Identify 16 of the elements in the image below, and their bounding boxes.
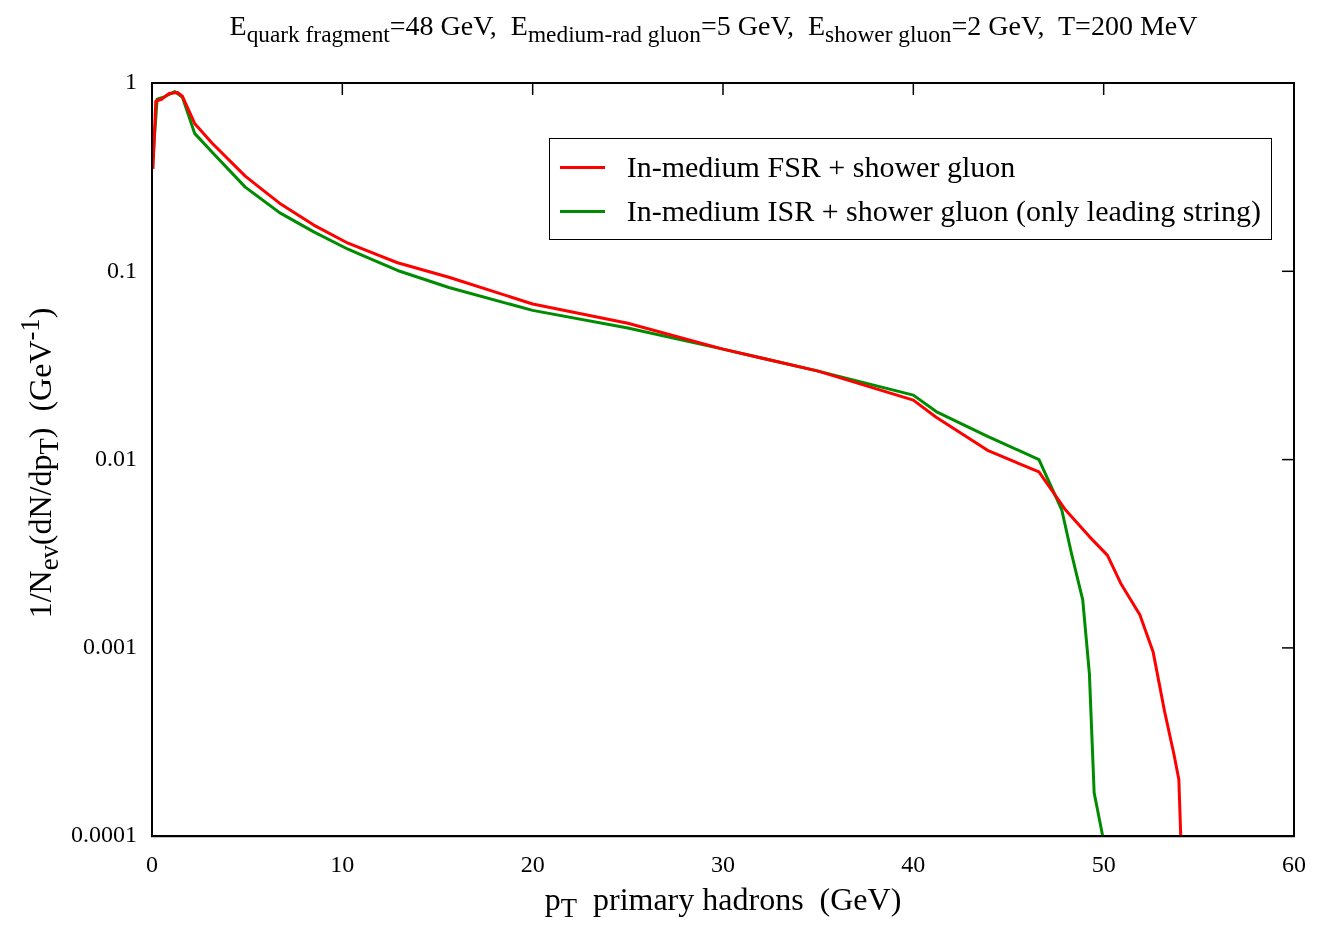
y-tick-label: 0.01: [95, 444, 137, 471]
legend-label: In-medium FSR + shower gluon: [626, 149, 1016, 185]
y-tick-label: 0.001: [83, 633, 137, 660]
y-tick-label: 0.0001: [71, 821, 137, 848]
legend-label: In-medium ISR + shower gluon (only leading string): [626, 193, 1261, 229]
x-tick-label: 20: [520, 850, 545, 877]
x-tick-label: 40: [901, 850, 926, 877]
y-tick-label: 1: [125, 68, 137, 95]
x-tick-label: 30: [711, 850, 735, 877]
x-tick-label: 0: [146, 850, 158, 877]
x-tick-label: 60: [1282, 850, 1306, 877]
x-axis-title: p$_{T}$ primary hadrons (GeV): [543, 881, 903, 925]
x-tick-label: 10: [330, 850, 355, 877]
chart-title: E$_{quark fragment}$=48 GeV, E$_{medium-rad gluon}$=5 GeV, E$_{shower gluon}$=2 GeV, T=200 MeV: [228, 10, 1199, 48]
x-tick-label: 50: [1091, 850, 1116, 877]
y-tick-label: 0.1: [107, 256, 137, 283]
